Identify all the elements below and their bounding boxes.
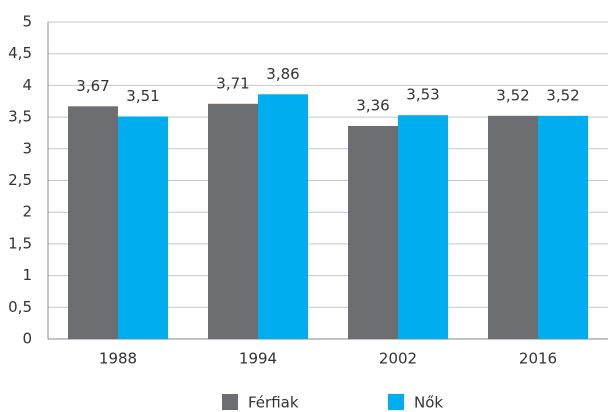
- bar: [488, 115, 538, 339]
- value-label: 3,71: [216, 74, 249, 92]
- y-tick-label: 1,5: [8, 234, 32, 252]
- bar: [348, 125, 398, 339]
- bar: [208, 103, 258, 339]
- x-tick-label: 1988: [99, 350, 137, 368]
- value-label: 3,51: [126, 87, 159, 105]
- legend-label: Nők: [414, 394, 443, 412]
- bar: [118, 116, 168, 339]
- y-tick-label: 2: [22, 203, 32, 221]
- legend-swatch: [388, 394, 404, 410]
- y-tick-label: 4: [22, 76, 32, 94]
- y-tick-label: 4,5: [8, 44, 32, 62]
- value-label: 3,67: [76, 77, 109, 95]
- y-tick-label: 2,5: [8, 171, 32, 189]
- y-tick-label: 1: [22, 266, 32, 284]
- y-tick-label: 5: [22, 13, 32, 31]
- bar: [398, 115, 448, 339]
- bar: [68, 106, 118, 340]
- value-label: 3,52: [496, 86, 529, 104]
- value-label: 3,36: [356, 96, 389, 114]
- bar: [258, 94, 308, 339]
- x-tick-label: 1994: [239, 350, 277, 368]
- y-tick-label: 3: [22, 139, 32, 157]
- x-tick-label: 2016: [519, 350, 557, 368]
- y-tick-label: 3,5: [8, 108, 32, 126]
- bar: [538, 115, 588, 339]
- x-tick-label: 2002: [379, 350, 417, 368]
- y-tick-label: 0: [22, 330, 32, 348]
- legend-swatch: [222, 394, 238, 410]
- value-label: 3,53: [406, 86, 439, 104]
- legend-label: Férfiak: [248, 394, 299, 412]
- value-label: 3,86: [266, 65, 299, 83]
- y-tick-label: 0,5: [8, 298, 32, 316]
- value-label: 3,52: [546, 86, 579, 104]
